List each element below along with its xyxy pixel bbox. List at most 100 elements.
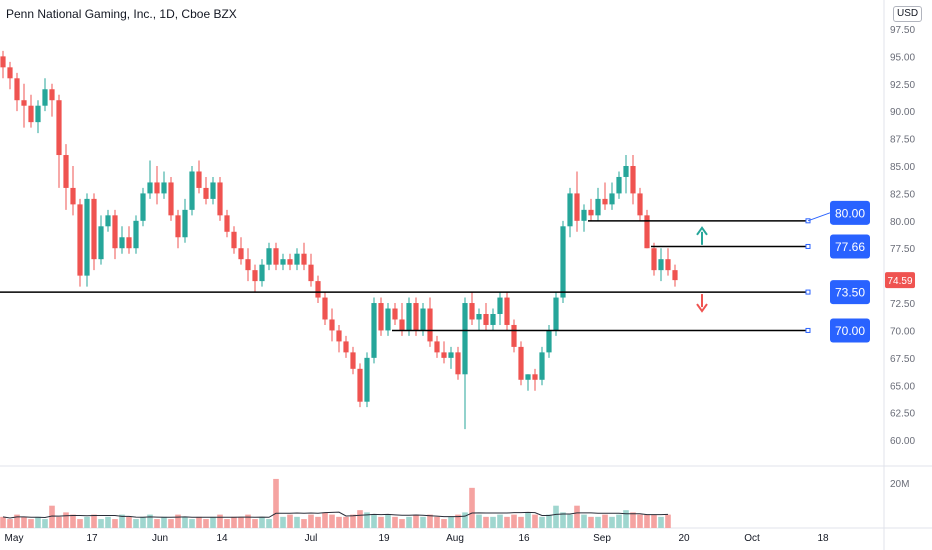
volume-bar — [427, 514, 433, 528]
candle — [35, 100, 41, 134]
volume-bar — [595, 516, 601, 528]
volume-bar — [364, 512, 370, 528]
time-axis: May 17 Jun 14 Jul 19 Aug 16 Sep 20 Oct 18 — [5, 533, 829, 544]
candle-body — [560, 226, 566, 298]
candle — [434, 335, 440, 358]
volume-bar — [287, 514, 293, 528]
volume-bar — [238, 516, 244, 528]
candle-body — [490, 314, 496, 325]
volume-bar — [476, 514, 482, 528]
candle — [644, 209, 650, 249]
volume-bar — [140, 516, 146, 528]
volume-bar — [616, 514, 622, 528]
candle — [525, 374, 531, 391]
candle — [532, 368, 538, 391]
candle — [112, 209, 118, 260]
volume-bar — [602, 514, 608, 528]
volume-bar — [574, 505, 580, 528]
volume-bar — [14, 514, 20, 528]
volume-bar — [665, 514, 671, 528]
x-tick-label: 17 — [86, 533, 98, 544]
candle-body — [231, 231, 237, 249]
volume-bar — [259, 516, 265, 528]
candle — [490, 308, 496, 331]
candle-body — [329, 319, 335, 331]
volume-bar — [504, 516, 510, 528]
candle — [609, 182, 615, 210]
candle — [280, 253, 286, 271]
candle — [350, 346, 356, 375]
candle — [357, 363, 363, 408]
candle-body — [273, 248, 279, 265]
candle-body — [399, 319, 405, 331]
candle — [343, 335, 349, 358]
candle — [469, 292, 475, 325]
candle-body — [259, 264, 265, 282]
candle-body — [238, 248, 244, 260]
volume-bar — [399, 519, 405, 528]
candle — [119, 226, 125, 254]
arrow-up-icon — [696, 226, 708, 245]
volume-bar — [609, 516, 615, 528]
volume-bar — [441, 519, 447, 528]
level-connector — [807, 212, 831, 222]
candle — [238, 237, 244, 265]
candle — [182, 198, 188, 243]
candle — [231, 226, 237, 254]
candle-body — [203, 187, 209, 199]
candle — [259, 259, 265, 287]
candle — [574, 171, 580, 232]
candle — [462, 297, 468, 430]
volume-bar — [0, 516, 6, 528]
candle-body — [364, 357, 370, 402]
candle-body — [378, 303, 384, 331]
candle — [147, 160, 153, 199]
candle — [287, 253, 293, 271]
candle-body — [14, 78, 20, 101]
candle — [581, 204, 587, 232]
candle — [189, 166, 195, 216]
candle-body — [294, 253, 300, 265]
candle-body — [42, 89, 48, 106]
candle-body — [441, 352, 447, 358]
volume-bar — [175, 514, 181, 528]
volume-bar — [21, 516, 27, 528]
currency-badge[interactable]: USD — [893, 6, 923, 22]
volume-bar — [525, 512, 531, 528]
candle-body — [252, 270, 258, 282]
candle-body — [448, 352, 454, 358]
candle — [196, 160, 202, 194]
candle — [203, 176, 209, 205]
candle-body — [182, 209, 188, 238]
volume-bar — [546, 514, 552, 528]
volume-bar — [77, 519, 83, 528]
volume-bar — [161, 516, 167, 528]
x-tick-label: 20 — [678, 533, 690, 544]
candle-body — [497, 297, 503, 314]
candle — [322, 292, 328, 325]
candle-body — [161, 182, 167, 194]
candle — [98, 215, 104, 265]
candle — [497, 292, 503, 325]
candle — [210, 176, 216, 205]
volume-bar — [273, 478, 279, 528]
candle — [77, 198, 83, 287]
candle-body — [84, 198, 90, 276]
x-tick-label: May — [5, 533, 24, 544]
x-tick-label: Aug — [446, 533, 464, 544]
volume-bar — [343, 516, 349, 528]
candle — [161, 171, 167, 199]
candlesticks — [0, 50, 678, 430]
candle-body — [105, 215, 111, 227]
candle — [406, 297, 412, 336]
candle-body — [406, 303, 412, 331]
volume-bar — [406, 516, 412, 528]
candle-body — [322, 297, 328, 320]
x-tick-label: 16 — [518, 533, 530, 544]
candle-body — [371, 303, 377, 358]
candle — [476, 308, 482, 331]
candle-body — [553, 297, 559, 331]
candle-body — [126, 237, 132, 249]
